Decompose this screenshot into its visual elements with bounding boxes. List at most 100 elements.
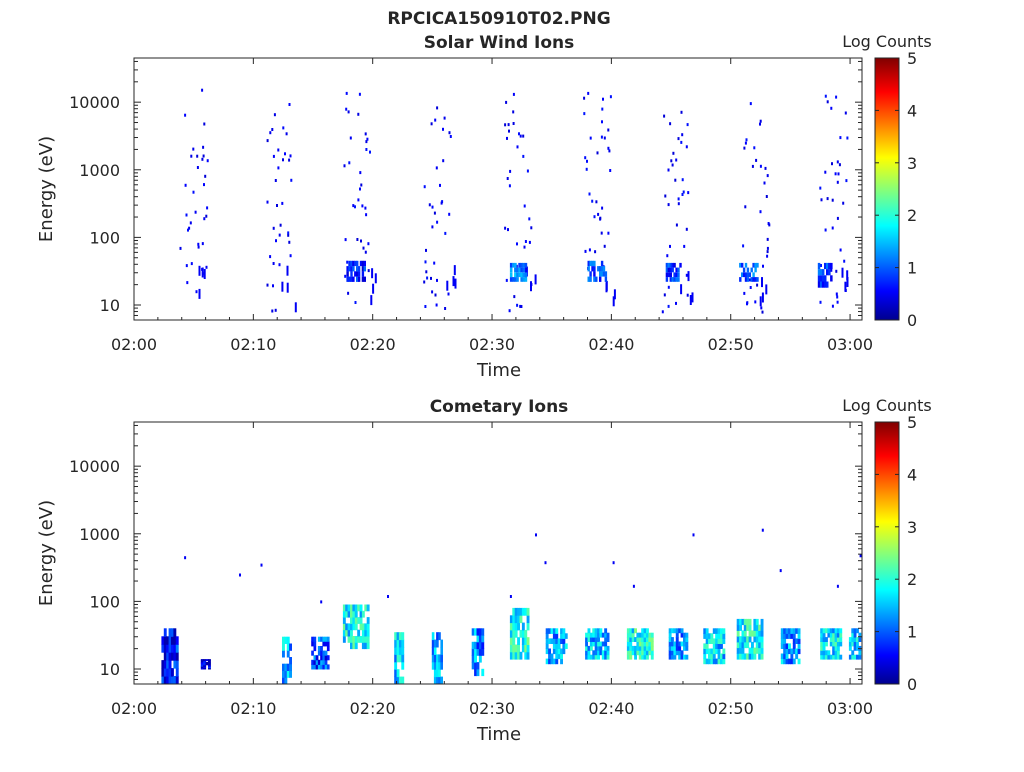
data-point xyxy=(512,122,515,125)
data-cell xyxy=(171,668,174,677)
x-tick-label: 02:40 xyxy=(588,335,634,354)
data-point xyxy=(431,225,434,229)
data-point xyxy=(369,150,371,154)
data-cell xyxy=(792,658,796,665)
data-point xyxy=(190,154,193,158)
data-cell xyxy=(755,647,759,654)
data-cell xyxy=(712,638,716,644)
data-cell xyxy=(514,644,518,653)
data-point xyxy=(266,200,269,204)
data-cell xyxy=(284,663,288,671)
data-point xyxy=(509,169,512,173)
data-cell xyxy=(829,628,833,634)
data-cell xyxy=(758,636,762,643)
data-cell xyxy=(471,648,475,656)
data-cell xyxy=(203,666,207,669)
data-cell xyxy=(438,669,441,678)
data-cell xyxy=(398,639,402,648)
data-cell xyxy=(585,632,588,638)
data-point xyxy=(519,134,522,138)
data-cell xyxy=(643,650,647,656)
data-point xyxy=(447,292,450,296)
data-point xyxy=(516,242,518,246)
data-point xyxy=(845,179,848,183)
data-cell xyxy=(326,646,330,652)
data-cell xyxy=(592,650,596,656)
data-cell xyxy=(795,648,799,655)
data-cell xyxy=(354,617,358,624)
data-cell xyxy=(783,643,787,649)
data-cell xyxy=(313,655,317,661)
data-point xyxy=(365,213,368,217)
data-point xyxy=(819,300,822,304)
colorbar-tick-label: 2 xyxy=(907,206,917,225)
data-cell xyxy=(514,607,518,616)
data-cell xyxy=(739,618,742,626)
data-cell xyxy=(720,638,723,644)
data-cell xyxy=(545,628,549,634)
data-cell xyxy=(792,648,796,655)
data-point xyxy=(431,290,434,294)
data-cell xyxy=(396,647,400,655)
data-point xyxy=(836,180,839,184)
data-cell xyxy=(751,653,754,660)
data-cell xyxy=(829,637,833,642)
data-cell xyxy=(858,654,862,660)
data-point xyxy=(588,192,591,196)
data-cell xyxy=(821,275,825,282)
data-point xyxy=(362,246,365,250)
data-point xyxy=(198,265,201,276)
data-point xyxy=(612,561,615,565)
data-cell xyxy=(474,668,477,677)
data-cell xyxy=(597,632,600,638)
data-cell xyxy=(354,260,357,267)
data-cell xyxy=(597,628,600,634)
data-cell xyxy=(562,643,566,649)
data-point xyxy=(518,132,520,136)
data-cell xyxy=(175,676,179,685)
data-point xyxy=(689,295,692,305)
data-cell xyxy=(560,638,563,644)
colorbar-tick-label: 4 xyxy=(907,101,917,120)
data-cell xyxy=(322,655,326,661)
data-cell xyxy=(524,644,528,653)
data-cell xyxy=(509,622,513,631)
data-cell xyxy=(431,632,435,641)
data-cell xyxy=(161,644,165,653)
data-cell xyxy=(705,643,709,649)
data-point xyxy=(278,263,281,267)
data-cell xyxy=(643,628,647,634)
data-cell xyxy=(829,632,833,638)
plot-area-cometary: 02:00 02:10 02:20 02:30 02:40 02:50 03:00 10 100… xyxy=(69,421,873,718)
data-cell xyxy=(741,272,744,278)
x-tick-label: 02:30 xyxy=(469,335,515,354)
data-cell xyxy=(675,272,678,278)
data-cell xyxy=(675,632,679,638)
data-point xyxy=(365,140,368,144)
data-point xyxy=(759,210,762,214)
data-point xyxy=(534,274,537,285)
data-cell xyxy=(512,277,515,282)
data-point xyxy=(286,282,289,293)
data-cell xyxy=(361,266,365,272)
data-cell xyxy=(665,267,669,273)
data-cell xyxy=(792,633,796,639)
data-cell xyxy=(748,647,752,654)
data-cell xyxy=(827,628,831,634)
data-cell xyxy=(359,617,363,624)
data-cell xyxy=(836,641,840,647)
data-cell xyxy=(665,277,669,282)
data-cell xyxy=(820,645,824,651)
data-point xyxy=(843,259,846,263)
data-cell xyxy=(788,648,791,655)
data-cell xyxy=(599,628,603,634)
data-cell xyxy=(512,651,516,660)
data-cell xyxy=(366,623,370,631)
data-point xyxy=(609,95,612,99)
data-point xyxy=(667,168,670,172)
data-cell xyxy=(593,276,596,282)
data-point xyxy=(448,212,451,216)
data-cell xyxy=(650,632,654,638)
data-cell xyxy=(476,668,480,677)
data-cell xyxy=(752,262,755,268)
